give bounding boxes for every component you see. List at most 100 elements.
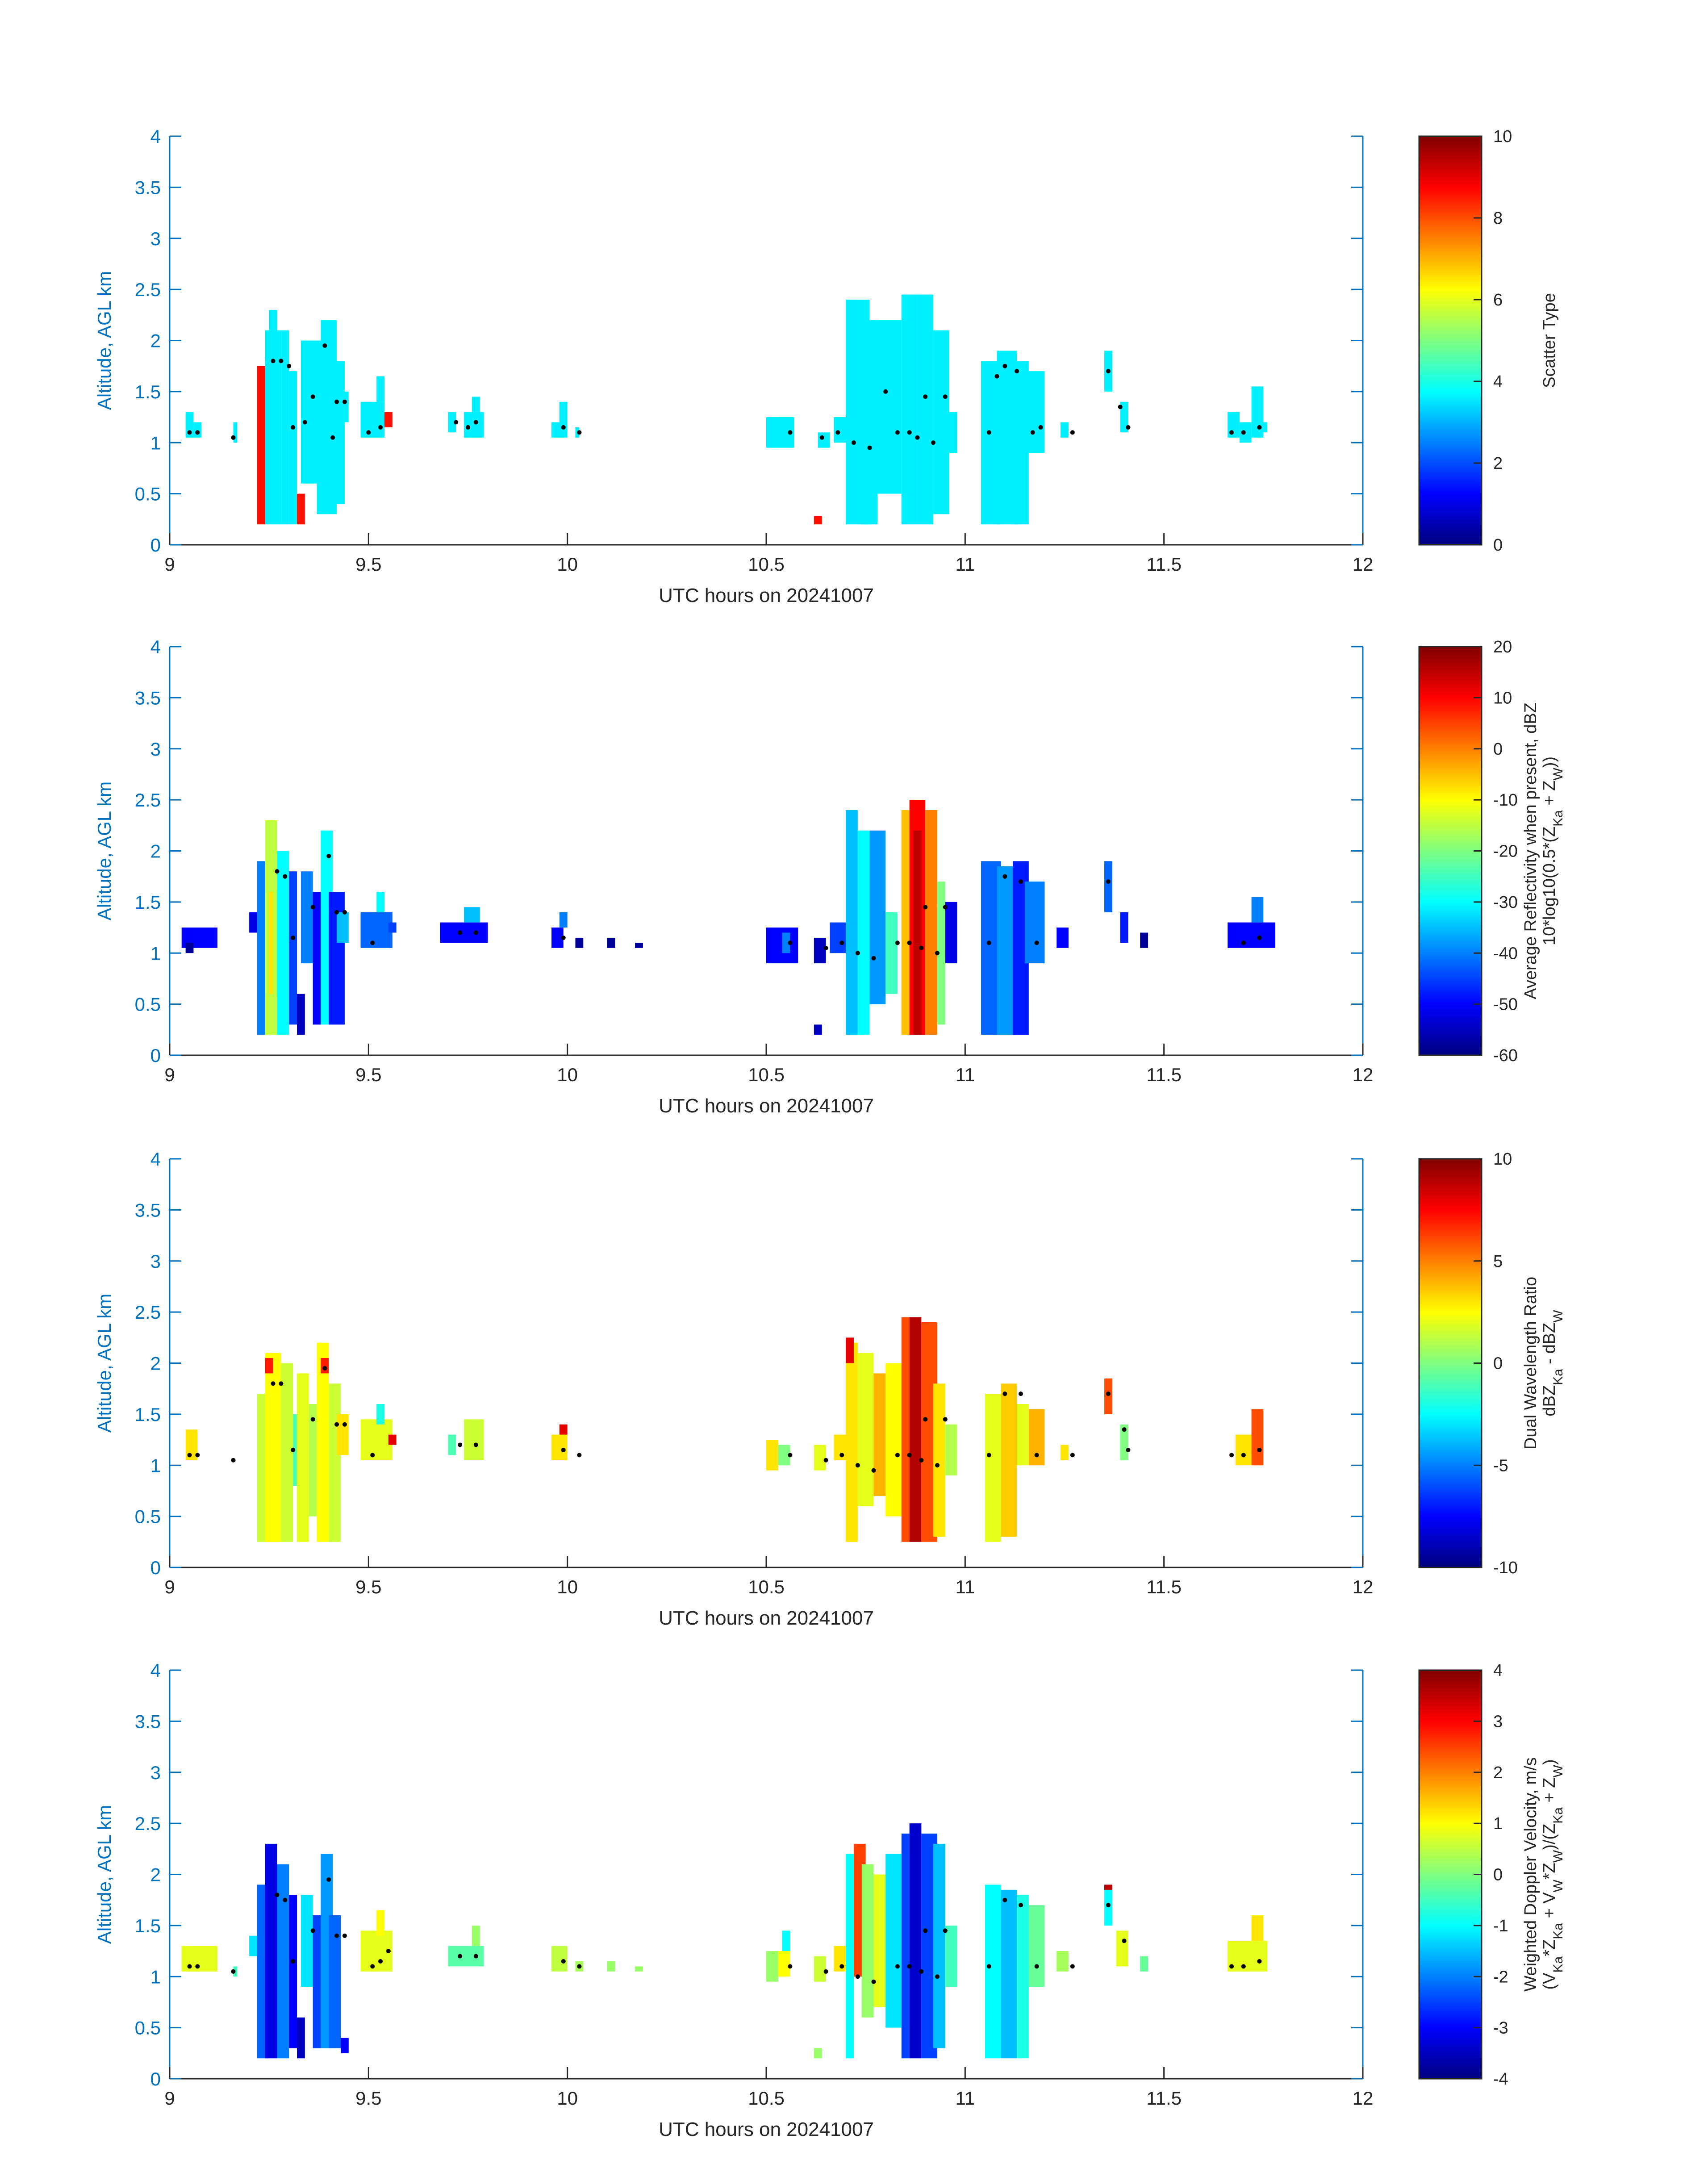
heatmap-cell xyxy=(388,1434,397,1445)
cloud-base-point xyxy=(1257,425,1262,430)
colorbar-tick-label: 2 xyxy=(1493,1763,1503,1782)
y-tick-label: 3 xyxy=(150,739,161,760)
heatmap-cell xyxy=(814,1445,826,1471)
heatmap-cell xyxy=(448,412,456,433)
cloud-base-point xyxy=(851,440,856,445)
cloud-base-point xyxy=(231,435,236,440)
heatmap-cell xyxy=(1104,1378,1112,1414)
colorbar-tick-label: 20 xyxy=(1493,638,1512,656)
cloud-base-point xyxy=(1229,1453,1234,1458)
cloud-base-point xyxy=(195,1964,200,1969)
cloud-base-point xyxy=(279,1381,284,1386)
colorbar: -60 -50 -40 -30 -20 -10 0 10 20 Average Reflectiv… xyxy=(1418,638,1566,1065)
heatmap-cell xyxy=(901,810,910,1035)
y-tick-label: 1 xyxy=(150,1966,161,1987)
heatmap-cell xyxy=(464,1419,484,1460)
cloud-base-point xyxy=(370,1964,375,1969)
cloud-base-point xyxy=(1002,364,1007,368)
heatmap-cell xyxy=(329,1915,341,2048)
heatmap-cell xyxy=(846,810,858,1035)
x-tick-label: 11.5 xyxy=(1146,2088,1182,2109)
x-tick-label: 9 xyxy=(164,2088,175,2109)
cloud-base-point xyxy=(231,1458,236,1462)
cloud-base-point xyxy=(271,1381,276,1386)
colorbar-tick-label: -5 xyxy=(1493,1456,1508,1475)
heatmap-cell xyxy=(933,1843,945,2048)
cloud-base-point xyxy=(1002,1391,1007,1396)
cloud-base-point xyxy=(883,389,888,394)
heatmap-cell xyxy=(1017,1895,1029,2059)
heatmap-cell xyxy=(1235,1434,1252,1466)
y-tick-label: 4 xyxy=(150,126,161,147)
y-tick-label: 2 xyxy=(150,1864,161,1885)
cloud-base-point xyxy=(931,440,936,445)
cloud-base-point xyxy=(378,425,383,430)
heatmap-cell xyxy=(1251,1915,1264,1941)
cloud-base-point xyxy=(1034,1964,1039,1969)
cloud-base-point xyxy=(473,1442,478,1447)
y-tick-label: 0 xyxy=(150,2068,161,2089)
cloud-base-point xyxy=(1106,1903,1111,1908)
heatmap-cell xyxy=(885,1854,902,2028)
cloud-base-point xyxy=(279,359,284,364)
x-tick-label: 12 xyxy=(1353,1576,1374,1597)
heatmap-cell xyxy=(376,1910,384,1936)
x-tick-label: 9.5 xyxy=(355,2088,381,2109)
colorbar-gradient xyxy=(1418,646,1482,1056)
x-tick-label: 10.5 xyxy=(748,1576,785,1597)
y-tick-label: 0.5 xyxy=(135,2018,161,2039)
cloud-base-point xyxy=(907,940,912,945)
heatmap-cell xyxy=(1104,861,1112,912)
x-tick-label: 12 xyxy=(1353,2088,1374,2109)
heatmap-cell xyxy=(985,1885,1001,2059)
cloud-base-point xyxy=(819,435,824,440)
heatmap-cell xyxy=(778,1951,790,1977)
heatmap-cell xyxy=(909,1823,922,2059)
cloud-base-point xyxy=(1122,1427,1127,1432)
x-axis-label: UTC hours on 20241007 xyxy=(659,1095,874,1117)
cloud-base-point xyxy=(271,359,276,364)
cloud-base-point xyxy=(1019,879,1023,884)
cloud-base-point xyxy=(1126,1447,1131,1452)
x-tick-label: 9.5 xyxy=(355,554,381,575)
cloud-base-point xyxy=(1106,369,1111,374)
x-tick-label: 11.5 xyxy=(1146,554,1182,575)
heatmap-cell xyxy=(782,932,790,953)
cloud-base-point xyxy=(187,1964,192,1969)
x-tick-label: 11 xyxy=(956,1576,975,1597)
heatmap-cell xyxy=(464,412,484,438)
colorbar-tick-label: 8 xyxy=(1493,209,1503,228)
colorbar-label: Weighted Doppler Velocity, m/s xyxy=(1521,1757,1540,1992)
heatmap-cell xyxy=(917,294,934,525)
heatmap-cells xyxy=(185,294,1268,525)
heatmap-cell xyxy=(309,1404,317,1517)
cloud-base-point xyxy=(458,1954,463,1959)
x-tick-label: 11.5 xyxy=(1146,1576,1182,1597)
heatmap-cell xyxy=(388,922,397,933)
cloud-base-point xyxy=(1118,405,1123,409)
cloud-base-point xyxy=(935,951,940,956)
cloud-base-point xyxy=(839,1964,844,1969)
colorbar-tick-label: -50 xyxy=(1493,995,1518,1014)
y-tick-label: 1.5 xyxy=(135,1915,161,1936)
x-tick-label: 10.5 xyxy=(748,2088,785,2109)
x-tick-label: 12 xyxy=(1353,554,1374,575)
cloud-base-point xyxy=(1257,1447,1262,1452)
cloud-base-point xyxy=(283,874,288,879)
heatmap-cell xyxy=(1104,1885,1112,1890)
cloud-base-point xyxy=(1241,940,1246,945)
heatmap-cell xyxy=(559,1424,568,1435)
heatmap-cell xyxy=(265,1353,281,1542)
heatmap-cell xyxy=(448,1434,456,1455)
colorbar-tick-label: 10 xyxy=(1493,689,1512,707)
cloud-base-point xyxy=(986,1453,991,1458)
cloud-base-point xyxy=(1019,1391,1023,1396)
y-axis-label: Altitude, AGL km xyxy=(94,271,115,410)
cloud-base-point xyxy=(458,930,463,935)
heatmap-cell xyxy=(472,1925,480,1946)
cloud-base-point xyxy=(907,430,912,435)
heatmap-cell xyxy=(885,912,898,994)
x-tick-label: 10 xyxy=(557,554,578,575)
heatmap-cell xyxy=(575,937,584,948)
